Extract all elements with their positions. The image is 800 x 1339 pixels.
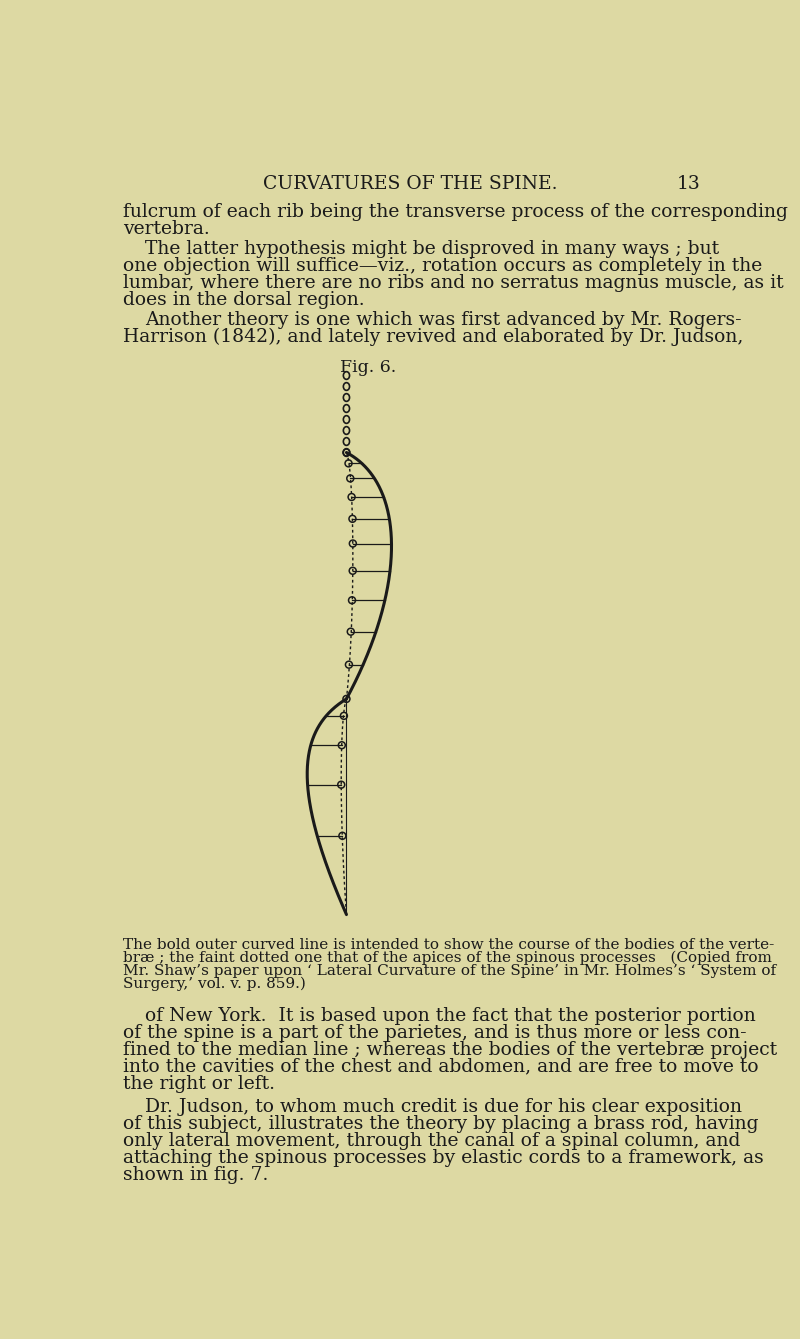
Text: into the cavities of the chest and abdomen, and are free to move to: into the cavities of the chest and abdom… xyxy=(123,1058,759,1075)
Text: Mr. Shaw’s paper upon ‘ Lateral Curvature of the Spine’ in Mr. Holmes’s ‘ System: Mr. Shaw’s paper upon ‘ Lateral Curvatur… xyxy=(123,964,776,977)
Text: Surgery,’ vol. v. p. 859.): Surgery,’ vol. v. p. 859.) xyxy=(123,977,306,991)
Text: of New York.  It is based upon the fact that the posterior portion: of New York. It is based upon the fact t… xyxy=(145,1007,756,1024)
Text: 13: 13 xyxy=(677,174,701,193)
Text: shown in fig. 7.: shown in fig. 7. xyxy=(123,1165,269,1184)
Text: Harrison (1842), and lately revived and elaborated by Dr. Judson,: Harrison (1842), and lately revived and … xyxy=(123,328,744,345)
Text: the right or left.: the right or left. xyxy=(123,1075,275,1093)
Text: bræ ; the faint dotted one that of the apices of the spinous processes   (Copied: bræ ; the faint dotted one that of the a… xyxy=(123,951,772,965)
Text: fulcrum of each rib being the transverse process of the corresponding: fulcrum of each rib being the transverse… xyxy=(123,204,788,221)
Text: Another theory is one which was first advanced by Mr. Rogers-: Another theory is one which was first ad… xyxy=(145,311,742,329)
Text: only lateral movement, through the canal of a spinal column, and: only lateral movement, through the canal… xyxy=(123,1131,741,1150)
Text: vertebra.: vertebra. xyxy=(123,220,210,238)
Text: Dr. Judson, to whom much credit is due for his clear exposition: Dr. Judson, to whom much credit is due f… xyxy=(145,1098,742,1115)
Text: The bold outer curved line is intended to show the course of the bodies of the v: The bold outer curved line is intended t… xyxy=(123,937,774,952)
Text: one objection will suffice—viz., rotation occurs as completely in the: one objection will suffice—viz., rotatio… xyxy=(123,257,762,274)
Text: CURVATURES OF THE SPINE.: CURVATURES OF THE SPINE. xyxy=(262,174,558,193)
Text: attaching the spinous processes by elastic cords to a framework, as: attaching the spinous processes by elast… xyxy=(123,1149,764,1166)
Text: does in the dorsal region.: does in the dorsal region. xyxy=(123,291,365,309)
Text: Fig. 6.: Fig. 6. xyxy=(340,359,397,375)
Text: of this subject, illustrates the theory by placing a brass rod, having: of this subject, illustrates the theory … xyxy=(123,1114,758,1133)
Text: fined to the median line ; whereas the bodies of the vertebræ project: fined to the median line ; whereas the b… xyxy=(123,1040,778,1059)
Text: lumbar, where there are no ribs and no serratus magnus muscle, as it: lumbar, where there are no ribs and no s… xyxy=(123,274,784,292)
Text: of the spine is a part of the parietes, and is thus more or less con-: of the spine is a part of the parietes, … xyxy=(123,1024,747,1042)
Text: The latter hypothesis might be disproved in many ways ; but: The latter hypothesis might be disproved… xyxy=(145,240,719,258)
